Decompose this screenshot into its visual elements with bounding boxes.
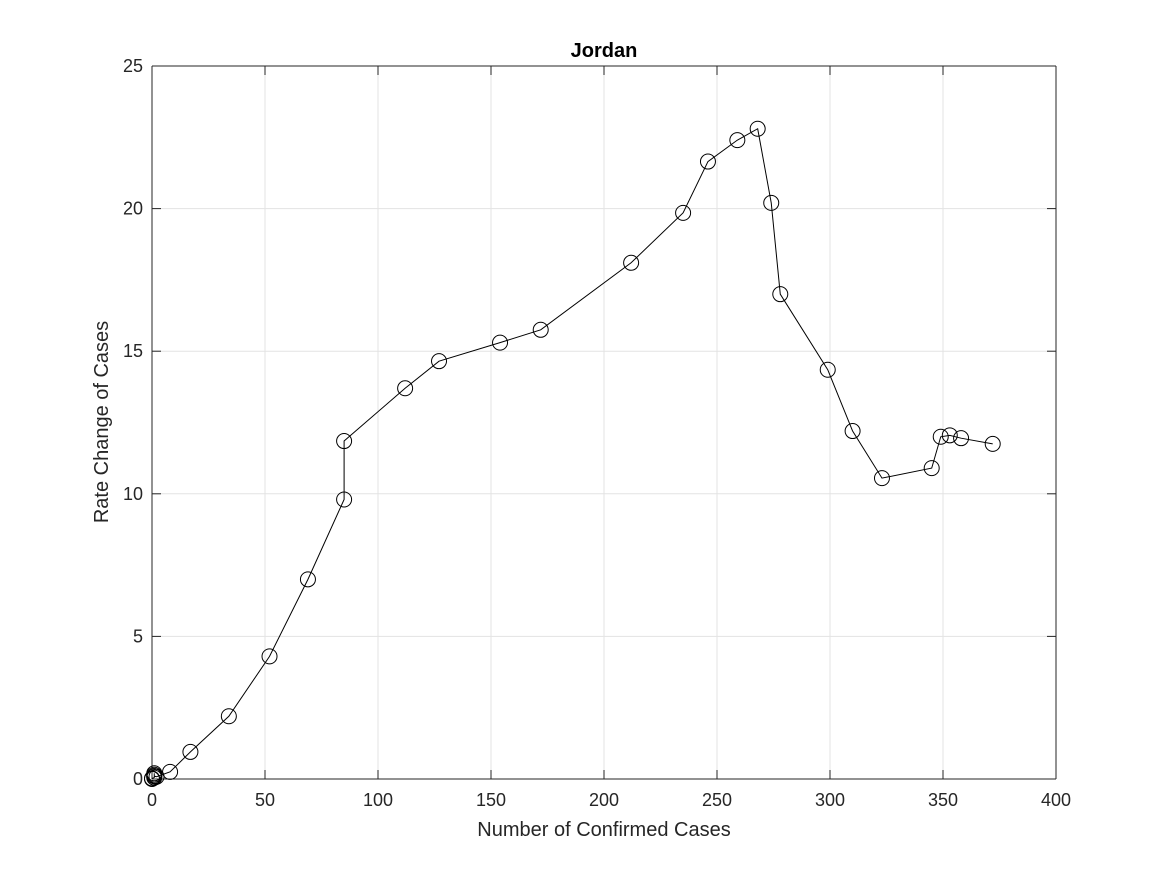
data-point	[873, 470, 890, 487]
chart-title: Jordan	[571, 40, 638, 62]
tick-labels: 0 50 100 150 200 250 300 350 400 0 5 10 15 20 25	[123, 56, 1071, 810]
x-tick-label: 150	[476, 790, 506, 810]
data-point	[699, 153, 716, 170]
ticks	[151, 65, 1057, 780]
data-point	[532, 321, 549, 338]
y-tick-label: 0	[133, 769, 143, 789]
x-tick-label: 300	[815, 790, 845, 810]
x-tick-label: 200	[589, 790, 619, 810]
grid	[151, 65, 1057, 780]
data-point	[336, 433, 353, 450]
data-point	[492, 334, 509, 351]
data-point	[844, 423, 861, 440]
data-point	[932, 428, 949, 445]
x-tick-label: 0	[147, 790, 157, 810]
data-point	[397, 380, 414, 397]
data-point	[923, 460, 940, 477]
y-tick-label: 10	[123, 484, 143, 504]
data-point	[763, 194, 780, 211]
data-point	[220, 708, 237, 725]
series-line	[151, 127, 993, 779]
x-axis-label: Number of Confirmed Cases	[477, 819, 730, 841]
x-tick-label: 50	[255, 790, 275, 810]
y-tick-label: 20	[123, 199, 143, 219]
y-tick-label: 25	[123, 56, 143, 76]
data-point	[336, 491, 353, 508]
data-point	[431, 353, 448, 370]
data-point	[941, 427, 958, 444]
x-tick-label: 350	[928, 790, 958, 810]
x-tick-label: 400	[1041, 790, 1071, 810]
x-tick-label: 100	[363, 790, 393, 810]
data-point	[729, 132, 746, 149]
series	[144, 120, 1001, 787]
data-point	[299, 571, 316, 588]
data-point	[819, 361, 836, 378]
data-point	[772, 286, 789, 303]
data-point	[623, 254, 640, 271]
data-point	[749, 120, 766, 137]
data-point	[162, 763, 179, 780]
x-tick-label: 250	[702, 790, 732, 810]
data-point	[261, 648, 278, 665]
data-point	[675, 204, 692, 221]
data-point	[984, 435, 1001, 452]
data-point	[146, 765, 163, 782]
y-axis-label: Rate Change of Cases	[91, 321, 113, 523]
data-point	[182, 743, 199, 760]
y-tick-label: 15	[123, 341, 143, 361]
y-tick-label: 5	[133, 626, 143, 646]
data-point	[953, 430, 970, 447]
